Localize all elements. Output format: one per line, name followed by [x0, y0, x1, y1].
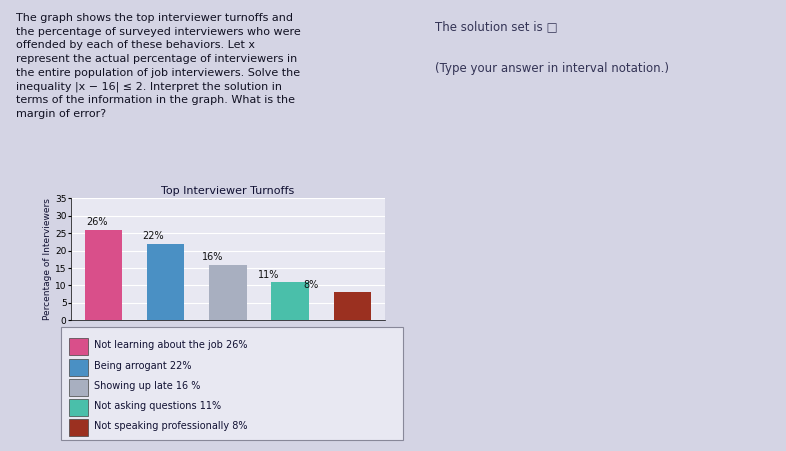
Text: 8%: 8% [303, 280, 319, 290]
Title: Top Interviewer Turnoffs: Top Interviewer Turnoffs [161, 186, 295, 196]
Text: Not speaking professionally 8%: Not speaking professionally 8% [94, 421, 247, 431]
Bar [69, 419, 88, 436]
Bar [209, 265, 247, 320]
Text: 22%: 22% [142, 231, 163, 241]
Bar [85, 230, 123, 320]
Text: Showing up late 16 %: Showing up late 16 % [94, 381, 200, 391]
Text: Not asking questions 11%: Not asking questions 11% [94, 400, 221, 410]
Y-axis label: Percentage of Interviewers: Percentage of Interviewers [43, 198, 53, 320]
Text: Not learning about the job 26%: Not learning about the job 26% [94, 340, 247, 350]
Bar [147, 244, 185, 320]
Bar [69, 379, 88, 396]
Text: Being arrogant 22%: Being arrogant 22% [94, 361, 191, 371]
Bar [69, 399, 88, 416]
Bar [333, 292, 371, 320]
Text: (Type your answer in interval notation.): (Type your answer in interval notation.) [435, 62, 669, 75]
Bar [271, 282, 309, 320]
Text: 26%: 26% [86, 217, 108, 227]
Text: 16%: 16% [202, 252, 223, 262]
Text: The graph shows the top interviewer turnoffs and
the percentage of surveyed inte: The graph shows the top interviewer turn… [16, 13, 300, 119]
Text: 11%: 11% [258, 270, 279, 280]
Bar [69, 359, 88, 376]
Text: The solution set is □: The solution set is □ [435, 21, 557, 34]
Bar [69, 338, 88, 355]
